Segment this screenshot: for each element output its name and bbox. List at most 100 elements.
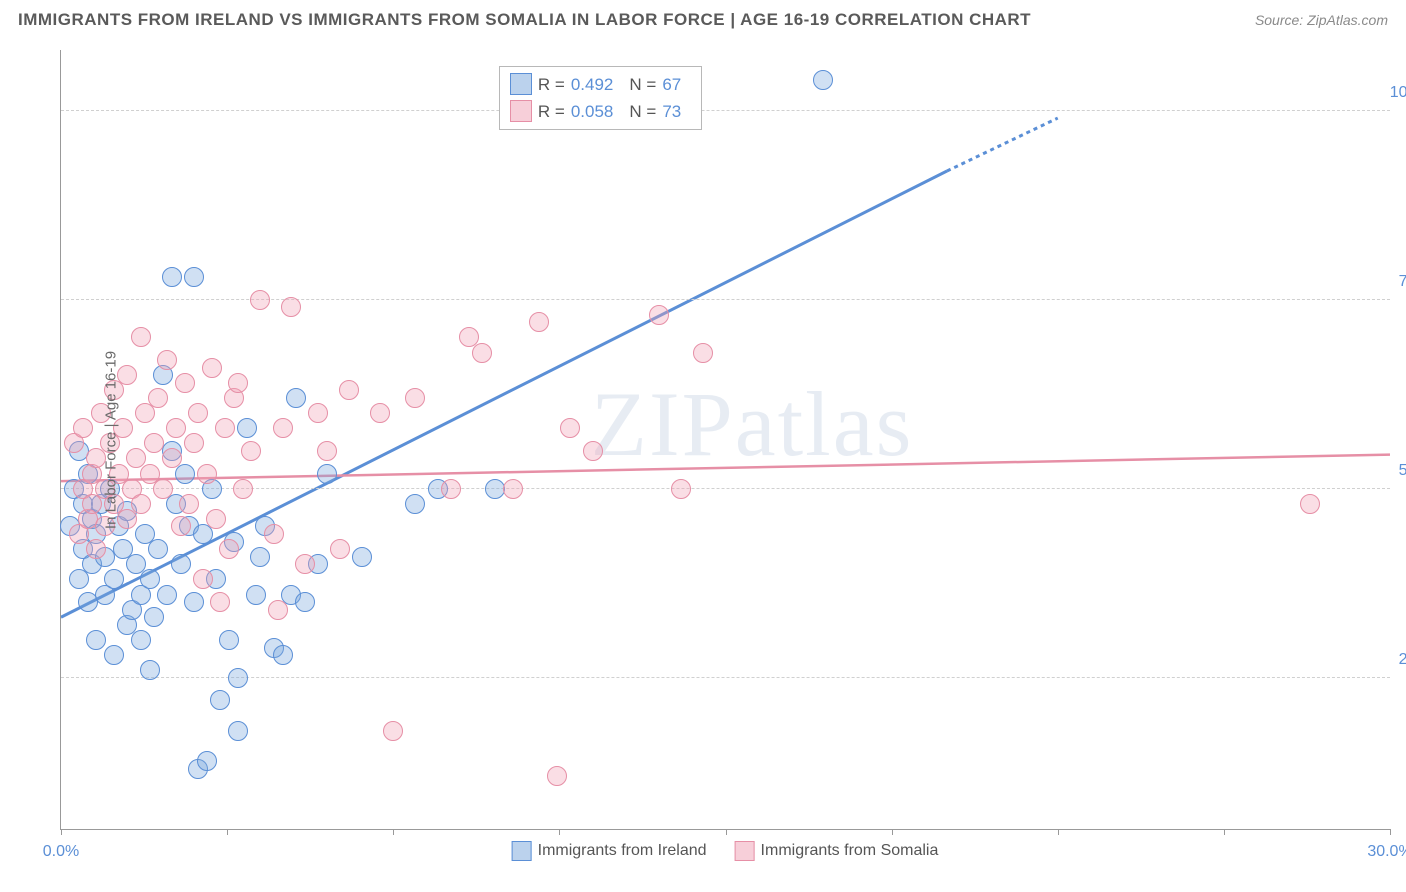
legend-n-value: 73 <box>662 98 681 125</box>
scatter-point <box>583 441 603 461</box>
scatter-point <box>140 569 160 589</box>
scatter-point <box>671 479 691 499</box>
scatter-point <box>206 509 226 529</box>
scatter-point <box>237 418 257 438</box>
scatter-point <box>250 547 270 567</box>
y-axis-label: In Labor Force | Age 16-19 <box>103 351 120 529</box>
scatter-point <box>241 441 261 461</box>
scatter-point <box>339 380 359 400</box>
scatter-point <box>179 494 199 514</box>
scatter-point <box>286 388 306 408</box>
scatter-point <box>162 448 182 468</box>
scatter-point <box>268 600 288 620</box>
legend-r-value: 0.492 <box>571 71 614 98</box>
gridline-h <box>61 677 1390 678</box>
ytick-label: 25.0% <box>1399 651 1406 669</box>
xtick-mark <box>1390 829 1391 835</box>
scatter-point <box>273 645 293 665</box>
scatter-point <box>153 479 173 499</box>
xtick-mark <box>559 829 560 835</box>
scatter-point <box>330 539 350 559</box>
legend-swatch <box>735 841 755 861</box>
source-label: Source: ZipAtlas.com <box>1255 12 1388 28</box>
scatter-point <box>219 539 239 559</box>
chart-container: ZIPatlas 25.0%50.0%75.0%100.0%0.0%30.0% … <box>60 50 1390 830</box>
legend-n-label: N = <box>629 98 656 125</box>
scatter-point <box>233 479 253 499</box>
scatter-point <box>86 539 106 559</box>
scatter-point <box>1300 494 1320 514</box>
scatter-point <box>441 479 461 499</box>
scatter-point <box>140 660 160 680</box>
header: IMMIGRANTS FROM IRELAND VS IMMIGRANTS FR… <box>0 0 1406 36</box>
scatter-point <box>104 645 124 665</box>
scatter-point <box>264 524 284 544</box>
scatter-point <box>295 554 315 574</box>
legend-n-value: 67 <box>662 71 681 98</box>
scatter-point <box>649 305 669 325</box>
trend-line <box>61 171 947 617</box>
legend-n-label: N = <box>629 71 656 98</box>
scatter-point <box>117 365 137 385</box>
scatter-point <box>210 592 230 612</box>
scatter-point <box>693 343 713 363</box>
scatter-point <box>162 267 182 287</box>
scatter-point <box>73 418 93 438</box>
scatter-point <box>250 290 270 310</box>
scatter-point <box>197 464 217 484</box>
scatter-point <box>295 592 315 612</box>
scatter-point <box>131 327 151 347</box>
ytick-label: 75.0% <box>1399 273 1406 291</box>
scatter-point <box>184 267 204 287</box>
xtick-mark <box>393 829 394 835</box>
chart-title: IMMIGRANTS FROM IRELAND VS IMMIGRANTS FR… <box>18 10 1031 30</box>
scatter-point <box>193 569 213 589</box>
scatter-point <box>813 70 833 90</box>
xtick-mark <box>1224 829 1225 835</box>
scatter-point <box>157 585 177 605</box>
scatter-point <box>405 494 425 514</box>
legend-row: R = 0.058 N = 73 <box>510 98 691 125</box>
scatter-point <box>188 403 208 423</box>
scatter-point <box>104 569 124 589</box>
legend-swatch <box>512 841 532 861</box>
scatter-point <box>175 464 195 484</box>
watermark-text: ZIPatlas <box>591 371 914 477</box>
xtick-mark <box>227 829 228 835</box>
scatter-point <box>308 403 328 423</box>
legend-swatch <box>510 73 532 95</box>
scatter-point <box>228 373 248 393</box>
scatter-point <box>370 403 390 423</box>
scatter-point <box>157 350 177 370</box>
scatter-point <box>171 516 191 536</box>
xtick-mark <box>726 829 727 835</box>
scatter-point <box>273 418 293 438</box>
scatter-point <box>219 630 239 650</box>
trend-line <box>61 455 1390 481</box>
scatter-point <box>166 418 186 438</box>
scatter-point <box>228 721 248 741</box>
series-legend: Immigrants from IrelandImmigrants from S… <box>512 838 939 864</box>
scatter-point <box>503 479 523 499</box>
xtick-mark <box>1058 829 1059 835</box>
legend-r-value: 0.058 <box>571 98 614 125</box>
trend-lines-svg <box>61 50 1390 829</box>
correlation-legend-box: R = 0.492 N = 67R = 0.058 N = 73 <box>499 66 702 130</box>
scatter-point <box>131 630 151 650</box>
scatter-point <box>405 388 425 408</box>
scatter-point <box>560 418 580 438</box>
scatter-point <box>144 433 164 453</box>
legend-swatch <box>510 100 532 122</box>
xtick-mark <box>892 829 893 835</box>
gridline-h <box>61 110 1390 111</box>
scatter-point <box>131 494 151 514</box>
scatter-point <box>228 668 248 688</box>
scatter-point <box>202 358 222 378</box>
scatter-point <box>383 721 403 741</box>
scatter-point <box>144 607 164 627</box>
scatter-point <box>148 539 168 559</box>
scatter-point <box>86 630 106 650</box>
scatter-point <box>210 690 230 710</box>
legend-r-label: R = <box>538 98 565 125</box>
scatter-point <box>148 388 168 408</box>
